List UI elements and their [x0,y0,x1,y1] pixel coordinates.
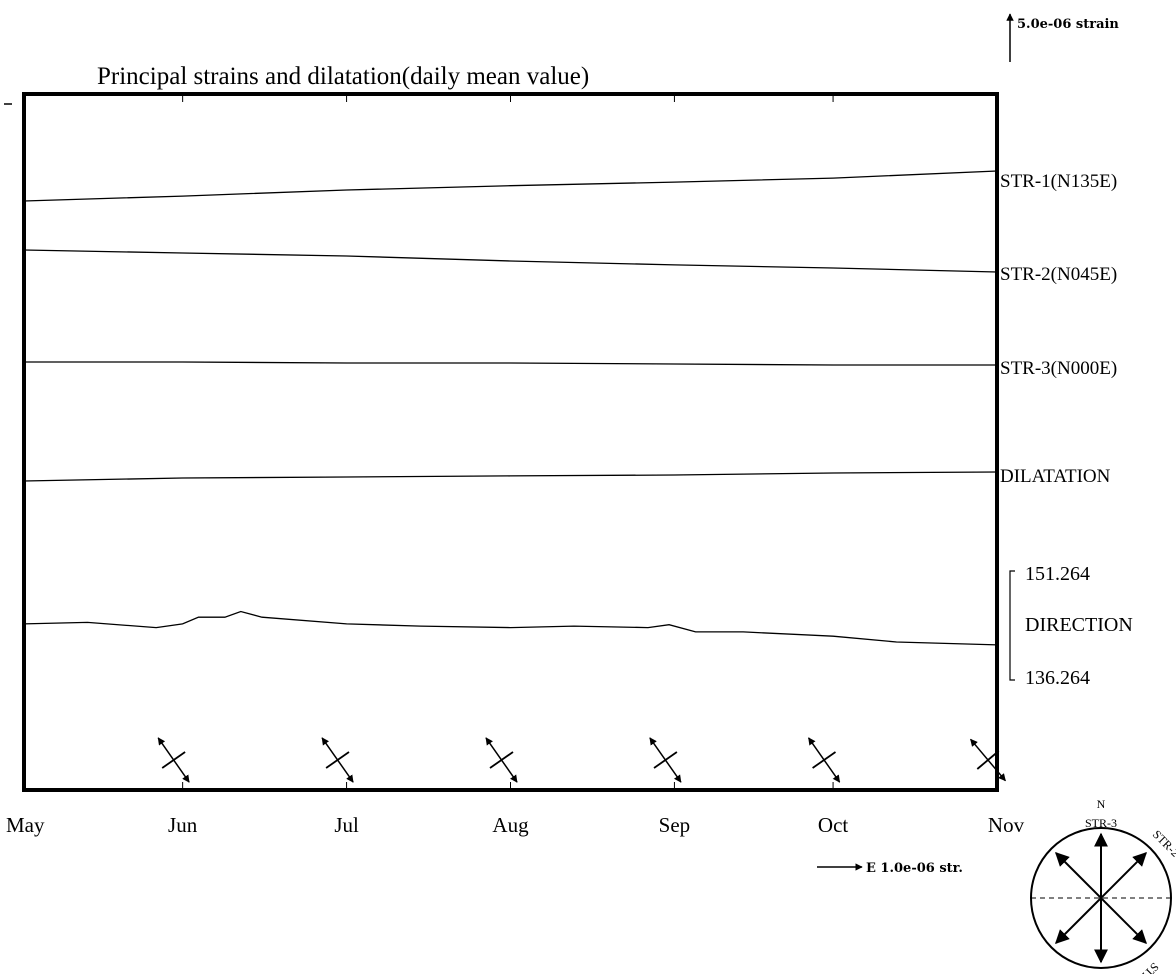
compass-str3-label: STR-3 [1085,816,1117,830]
strain-scale-label: 5.0e-06 strain [1017,17,1119,32]
direction-arrow-minor-aug [489,751,514,769]
compass-north-label: N [1097,797,1106,811]
direction-axis-min: 136.264 [1025,667,1090,689]
x-tick-label-jun: Jun [168,813,198,837]
chart-title: Principal strains and dilatation(daily m… [97,63,589,90]
direction-axis: 151.264 DIRECTION 136.264 [1009,563,1133,689]
x-tick-label-aug: Aug [492,813,529,837]
direction-arrow-minor-jun [161,751,186,769]
series-layer [23,170,998,646]
series-labels: STR-1(N135E) STR-2(N045E) STR-3(N000E) DILA… [1000,171,1117,487]
series-label-2: STR-2(N045E) [1000,264,1117,285]
direction-arrow-minor-oct [812,751,837,769]
x-tick-label-sep: Sep [659,813,691,837]
series-label-1: STR-1(N135E) [1000,171,1117,192]
compass-rose: N STR-3 STR-2 STR-1 [1030,797,1176,974]
series-label-3: STR-3(N000E) [1000,358,1117,379]
series-line-3 [24,361,997,366]
direction-line [23,610,998,646]
direction-arrow-minor-sep [653,751,678,769]
x-tick-label-jul: Jul [334,813,359,837]
plot-frame [22,92,999,792]
compass-str2-label: STR-2 [1150,827,1176,860]
series-line-2 [23,249,998,273]
direction-axis-bracket [1009,570,1015,681]
compass-str1-label: STR-1 [1129,960,1162,974]
direction-arrow-minor-nov [976,750,1000,770]
x-tick-label-oct: Oct [818,813,848,837]
series-label-4: DILATATION [1000,466,1111,487]
x-tick-label-may: May [6,813,45,837]
direction-arrow-minor-jul [325,751,350,769]
series-line-1 [23,170,998,202]
series-line-4 [23,471,998,482]
direction-axis-max: 151.264 [1025,563,1090,585]
direction-arrows [157,737,1006,783]
direction-axis-label: DIRECTION [1025,614,1133,636]
arrow-scale-label: E 1.0e-06 str. [866,861,963,876]
compass-str1-arrow [1055,852,1147,944]
x-axis: May Jun Jul Aug Sep Oct Nov [6,96,1025,837]
x-tick-label-nov: Nov [988,813,1025,837]
